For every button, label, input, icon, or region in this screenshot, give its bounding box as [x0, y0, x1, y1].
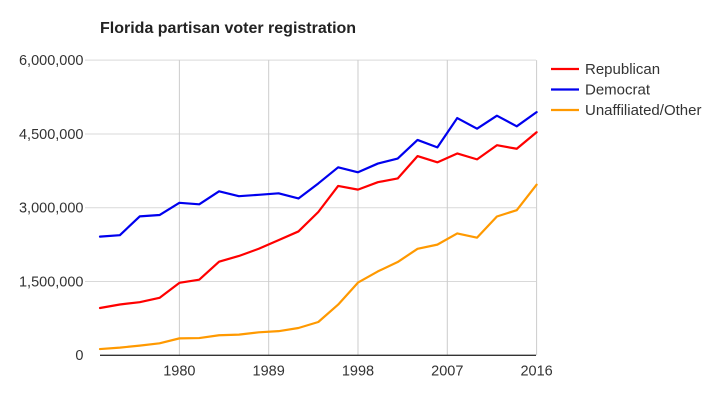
svg-text:3,000,000: 3,000,000: [19, 201, 84, 217]
svg-text:Republican: Republican: [585, 61, 660, 78]
svg-text:1989: 1989: [253, 363, 285, 379]
svg-text:2016: 2016: [520, 363, 552, 379]
svg-text:Unaffiliated/Other: Unaffiliated/Other: [585, 102, 701, 119]
svg-text:1998: 1998: [342, 363, 374, 379]
svg-text:Democrat: Democrat: [585, 82, 651, 99]
svg-text:6,000,000: 6,000,000: [19, 53, 84, 69]
svg-text:1980: 1980: [163, 363, 195, 379]
svg-text:1,500,000: 1,500,000: [19, 274, 84, 290]
svg-text:2007: 2007: [431, 363, 463, 379]
svg-text:0: 0: [75, 348, 83, 364]
svg-text:4,500,000: 4,500,000: [19, 127, 84, 143]
